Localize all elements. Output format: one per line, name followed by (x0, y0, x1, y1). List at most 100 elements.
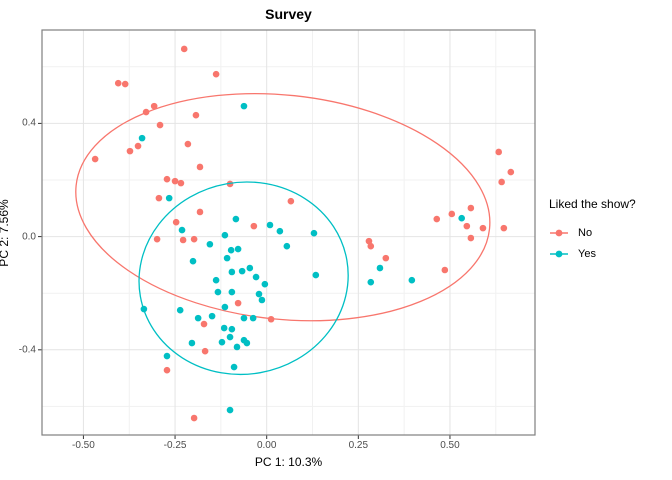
y-tick-label: 0.4 (22, 117, 36, 129)
data-point-yes (228, 325, 236, 333)
data-point-no (171, 177, 179, 185)
data-point-no (192, 111, 200, 119)
confidence-ellipse-yes (138, 181, 349, 376)
data-point-yes (188, 339, 196, 347)
data-point-no (179, 236, 187, 244)
data-point-no (507, 168, 515, 176)
data-point-no (433, 215, 441, 223)
data-point-no (163, 175, 171, 183)
data-point-no (498, 178, 505, 186)
data-point-yes (408, 276, 416, 284)
data-point-no (180, 45, 188, 53)
data-point-no (201, 347, 209, 355)
data-point-yes (165, 194, 173, 202)
x-tick-label: 0.25 (348, 440, 369, 451)
data-point-yes (226, 406, 234, 414)
data-point-yes (176, 306, 184, 314)
panel-border (41, 29, 536, 436)
data-point-yes (206, 240, 214, 248)
data-point-no (495, 148, 503, 156)
x-tick-label: -0.50 (72, 440, 95, 451)
data-point-no (190, 414, 198, 422)
data-point-no (287, 197, 295, 205)
data-point-yes (234, 245, 242, 253)
data-point-no (267, 315, 275, 323)
data-point-yes (194, 314, 202, 322)
data-point-yes (163, 352, 171, 360)
data-point-yes (189, 257, 197, 265)
x-tick-label: 0.00 (256, 440, 277, 451)
y-axis-title: PC 2: 7.56% (0, 199, 11, 267)
data-point-yes (238, 267, 246, 275)
data-point-no (196, 208, 204, 216)
data-point-yes (276, 227, 284, 235)
data-point-yes (140, 305, 148, 313)
x-tick-label: -0.25 (163, 440, 187, 451)
data-point-no (463, 222, 471, 230)
data-point-no (91, 155, 99, 163)
data-point-no (155, 194, 163, 202)
data-point-no (500, 224, 508, 232)
data-point-yes (266, 221, 274, 229)
data-point-yes (240, 102, 248, 110)
data-point-yes (310, 229, 318, 237)
data-point-yes (458, 214, 465, 222)
data-point-no (190, 235, 198, 243)
legend-item-label: Yes (578, 247, 596, 260)
data-point-yes (243, 339, 251, 347)
y-tick-label: 0.0 (22, 231, 36, 243)
data-point-yes (283, 242, 291, 250)
data-point-yes (218, 338, 226, 346)
data-point-no (126, 147, 134, 155)
data-point-yes (258, 296, 266, 304)
legend-item-label: No (578, 226, 593, 239)
data-point-yes (208, 312, 216, 320)
plot-title: Survey (265, 6, 312, 22)
data-point-yes (226, 333, 234, 341)
data-point-yes (221, 231, 229, 239)
data-point-yes (255, 290, 263, 298)
data-point-yes (232, 215, 240, 223)
data-point-yes (138, 134, 146, 142)
legend-key-icon (550, 250, 568, 257)
data-point-yes (261, 280, 269, 288)
data-point-yes (178, 226, 186, 234)
data-point-no (441, 266, 449, 274)
data-point-no (156, 121, 164, 129)
data-point-no (177, 179, 185, 187)
data-point-yes (249, 314, 257, 322)
data-point-no (226, 180, 234, 188)
data-point-yes (227, 246, 235, 254)
data-point-yes (376, 264, 384, 272)
data-point-no (196, 163, 204, 171)
legend-item-yes: Yes (549, 243, 669, 264)
data-point-yes (220, 324, 228, 332)
legend-key-icon (550, 229, 568, 236)
data-point-yes (230, 363, 238, 371)
data-point-no (184, 140, 192, 148)
data-point-no (467, 204, 475, 212)
panel-background (42, 30, 535, 435)
legend-item-no: No (549, 222, 669, 243)
data-point-yes (228, 268, 236, 276)
data-point-no (367, 242, 375, 250)
data-point-no (172, 218, 180, 226)
data-point-yes (223, 254, 231, 262)
y-tick-label: -0.4 (18, 344, 36, 356)
data-point-yes (214, 288, 222, 296)
data-point-no (121, 80, 129, 88)
legend: Liked the show? No Yes (549, 197, 669, 264)
data-point-no (250, 222, 258, 230)
data-point-no (134, 142, 142, 150)
data-point-no (448, 210, 456, 218)
legend-items: No Yes (549, 222, 669, 264)
x-axis-title: PC 1: 10.3% (254, 455, 323, 469)
data-point-yes (221, 303, 229, 311)
data-point-yes (240, 314, 248, 322)
data-point-no (382, 254, 390, 262)
data-point-no (150, 102, 158, 110)
data-point-yes (212, 276, 220, 284)
data-point-yes (252, 273, 260, 281)
data-point-no (153, 235, 161, 243)
